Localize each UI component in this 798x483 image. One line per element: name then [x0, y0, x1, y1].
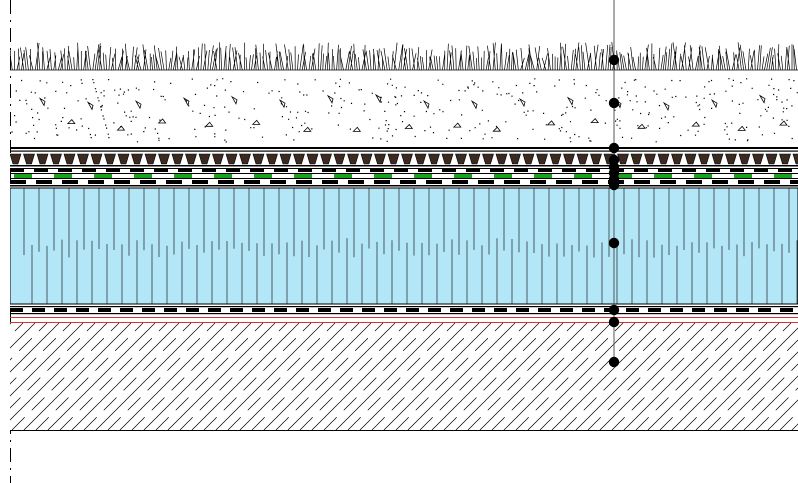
root-barrier-bottom: [10, 178, 798, 179]
leader-point: [608, 179, 620, 191]
waterproof-bottom: [10, 313, 798, 315]
concrete-fill: [10, 323, 798, 430]
leader-point: [608, 304, 620, 316]
grass-blades: [10, 42, 797, 71]
drainage-layer: [10, 147, 798, 167]
insulation-ticks: [23, 188, 798, 304]
concrete-hatch: [10, 322, 798, 431]
lower-membrane-layers: [10, 306, 798, 323]
substrate-gravel: [38, 93, 788, 132]
waterproof-line: [10, 306, 798, 308]
membrane-dash-row: [10, 169, 792, 172]
leader-point: [608, 97, 620, 109]
root-barrier-line: [10, 173, 798, 174]
insulation-fill: [10, 187, 798, 305]
membrane-line: [10, 168, 798, 169]
leader-point: [608, 142, 620, 154]
vegetation-layer: [10, 42, 798, 71]
drainage-cups: [10, 153, 798, 165]
leader-line: [608, 0, 620, 368]
protection-bottom: [10, 185, 798, 187]
leader-point: [608, 237, 620, 249]
filter-fleece-line: [10, 150, 798, 152]
leader-point: [608, 316, 620, 328]
root-barrier-fill: [14, 174, 792, 178]
vapour-line-bottom: [10, 322, 798, 323]
vapour-line-top: [10, 317, 798, 318]
membrane-layers: [10, 168, 798, 187]
protection-dash-row: [10, 180, 798, 184]
insulation-layer: [10, 187, 798, 305]
concrete-slab-layer: [10, 322, 798, 431]
substrate-dots: [11, 78, 798, 143]
leader-point: [608, 54, 620, 66]
substrate-layer: [11, 78, 798, 143]
leader-point: [608, 356, 620, 368]
drainage-bottom-line: [10, 165, 798, 167]
filter-fleece-top: [10, 147, 798, 149]
waterproof-dash-row: [10, 308, 793, 312]
